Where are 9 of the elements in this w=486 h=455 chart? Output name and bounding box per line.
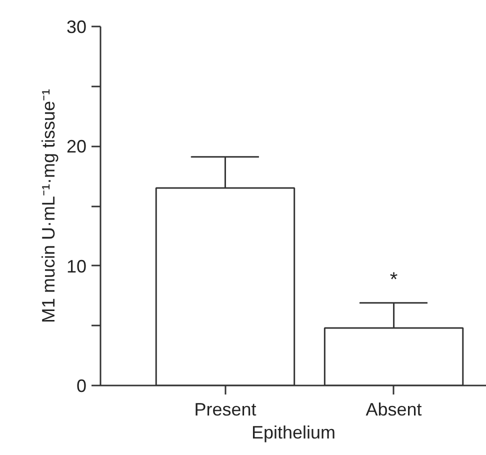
y-tick-label: 0 [76, 376, 87, 396]
y-tick-label: 30 [66, 17, 87, 37]
y-tick-label: 20 [66, 136, 87, 157]
x-tick-label: Absent [366, 400, 422, 420]
x-tick-label: Present [194, 400, 256, 420]
annotation: * [390, 268, 398, 291]
y-tick-label: 10 [66, 256, 87, 276]
x-axis-title: Epithelium [251, 422, 336, 442]
y-axis-title: M1 mucin U·mL⁻¹·mg tissue⁻¹ [38, 88, 58, 324]
